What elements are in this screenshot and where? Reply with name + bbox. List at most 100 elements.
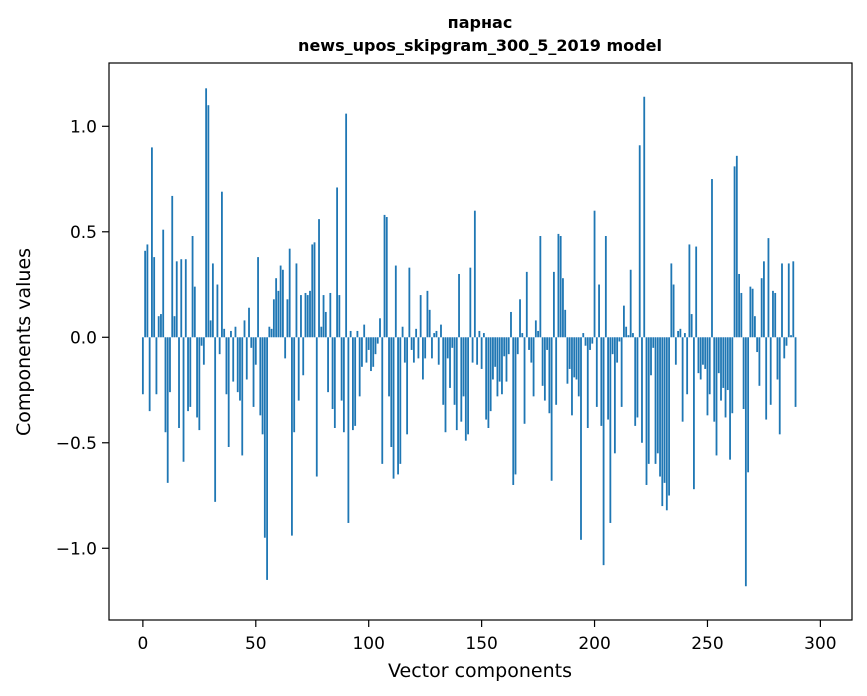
bar-96	[358, 337, 361, 397]
bar-25	[198, 337, 201, 431]
bar-164	[512, 337, 515, 485]
bar-198	[589, 337, 591, 350]
bar-286	[787, 263, 790, 338]
bar-85	[333, 337, 336, 428]
bar-279	[772, 290, 774, 338]
bar-17	[180, 259, 183, 338]
bar-167	[519, 299, 521, 338]
bar-13	[171, 195, 174, 338]
bar-193	[577, 337, 580, 397]
bar-124	[422, 337, 424, 380]
bar-22	[191, 236, 194, 338]
bar-28	[205, 88, 208, 338]
bar-263	[735, 155, 738, 338]
bar-192	[575, 337, 578, 380]
x-tick-label: 300	[804, 634, 836, 654]
bar-7	[157, 316, 160, 338]
bar-94	[354, 337, 357, 426]
bar-6	[155, 337, 158, 395]
bar-259	[726, 337, 729, 391]
bar-178	[543, 337, 546, 401]
bar-158	[498, 337, 501, 382]
bar-234	[670, 263, 673, 338]
bar-89	[342, 337, 345, 433]
bar-53	[261, 337, 264, 435]
bar-161	[505, 337, 508, 382]
bar-112	[394, 265, 397, 338]
bar-228	[656, 337, 659, 454]
bar-68	[295, 263, 298, 338]
bar-series	[141, 88, 797, 587]
bar-59	[275, 278, 278, 338]
bar-285	[785, 337, 788, 346]
bar-165	[514, 337, 517, 475]
bar-92	[349, 330, 352, 338]
bar-55	[266, 337, 268, 580]
bar-248	[702, 337, 704, 365]
bar-247	[699, 337, 702, 380]
bar-66	[291, 337, 293, 536]
bar-211	[618, 337, 621, 342]
bar-42	[236, 337, 239, 393]
bar-88	[340, 337, 343, 401]
bar-204	[602, 337, 605, 566]
bar-152	[485, 337, 488, 420]
bar-63	[284, 337, 287, 359]
bar-216	[629, 269, 632, 338]
bar-187	[564, 309, 567, 338]
bar-134	[444, 337, 447, 433]
bar-64	[286, 299, 289, 338]
bar-57	[270, 328, 273, 338]
bar-51	[257, 257, 259, 338]
bar-177	[541, 337, 544, 386]
bar-109	[388, 337, 390, 397]
bar-240	[683, 333, 686, 338]
bar-200	[593, 210, 596, 338]
bar-117	[406, 337, 409, 435]
bar-168	[521, 333, 524, 338]
bar-205	[604, 236, 607, 338]
bar-242	[688, 244, 691, 338]
bar-156	[494, 337, 497, 367]
bar-126	[426, 290, 429, 338]
bar-163	[510, 311, 512, 338]
bar-150	[480, 337, 483, 369]
bar-136	[449, 337, 451, 388]
bar-289	[794, 337, 797, 407]
bar-239	[681, 337, 684, 422]
bar-210	[616, 337, 619, 363]
bar-191	[573, 337, 576, 378]
bar-217	[632, 333, 634, 338]
bar-208	[611, 337, 614, 355]
bar-90	[345, 113, 348, 338]
bar-174	[534, 320, 537, 338]
bar-71	[302, 337, 305, 376]
bar-33	[216, 284, 219, 338]
bar-147	[473, 210, 476, 338]
x-tick-label: 0	[137, 634, 148, 654]
bar-118	[408, 267, 411, 338]
bar-69	[297, 337, 300, 401]
bar-277	[767, 238, 770, 338]
bar-246	[697, 337, 700, 374]
bar-111	[392, 337, 395, 479]
bar-257	[722, 337, 725, 388]
bar-224	[647, 337, 650, 464]
bar-103	[374, 337, 377, 355]
bar-160	[503, 337, 506, 357]
bar-175	[537, 330, 539, 338]
bar-209	[613, 337, 616, 454]
bar-288	[792, 261, 795, 338]
bar-245	[695, 246, 698, 338]
bar-130	[435, 330, 438, 338]
bar-101	[370, 337, 372, 372]
bar-274	[760, 278, 763, 338]
bar-44	[241, 337, 244, 456]
bar-154	[489, 337, 492, 412]
y-tick-label: 1.0	[70, 117, 97, 137]
bar-75	[311, 244, 314, 338]
bar-129	[433, 333, 436, 338]
bar-24	[196, 337, 198, 418]
bar-169	[523, 337, 526, 424]
plot-frame	[108, 62, 853, 621]
